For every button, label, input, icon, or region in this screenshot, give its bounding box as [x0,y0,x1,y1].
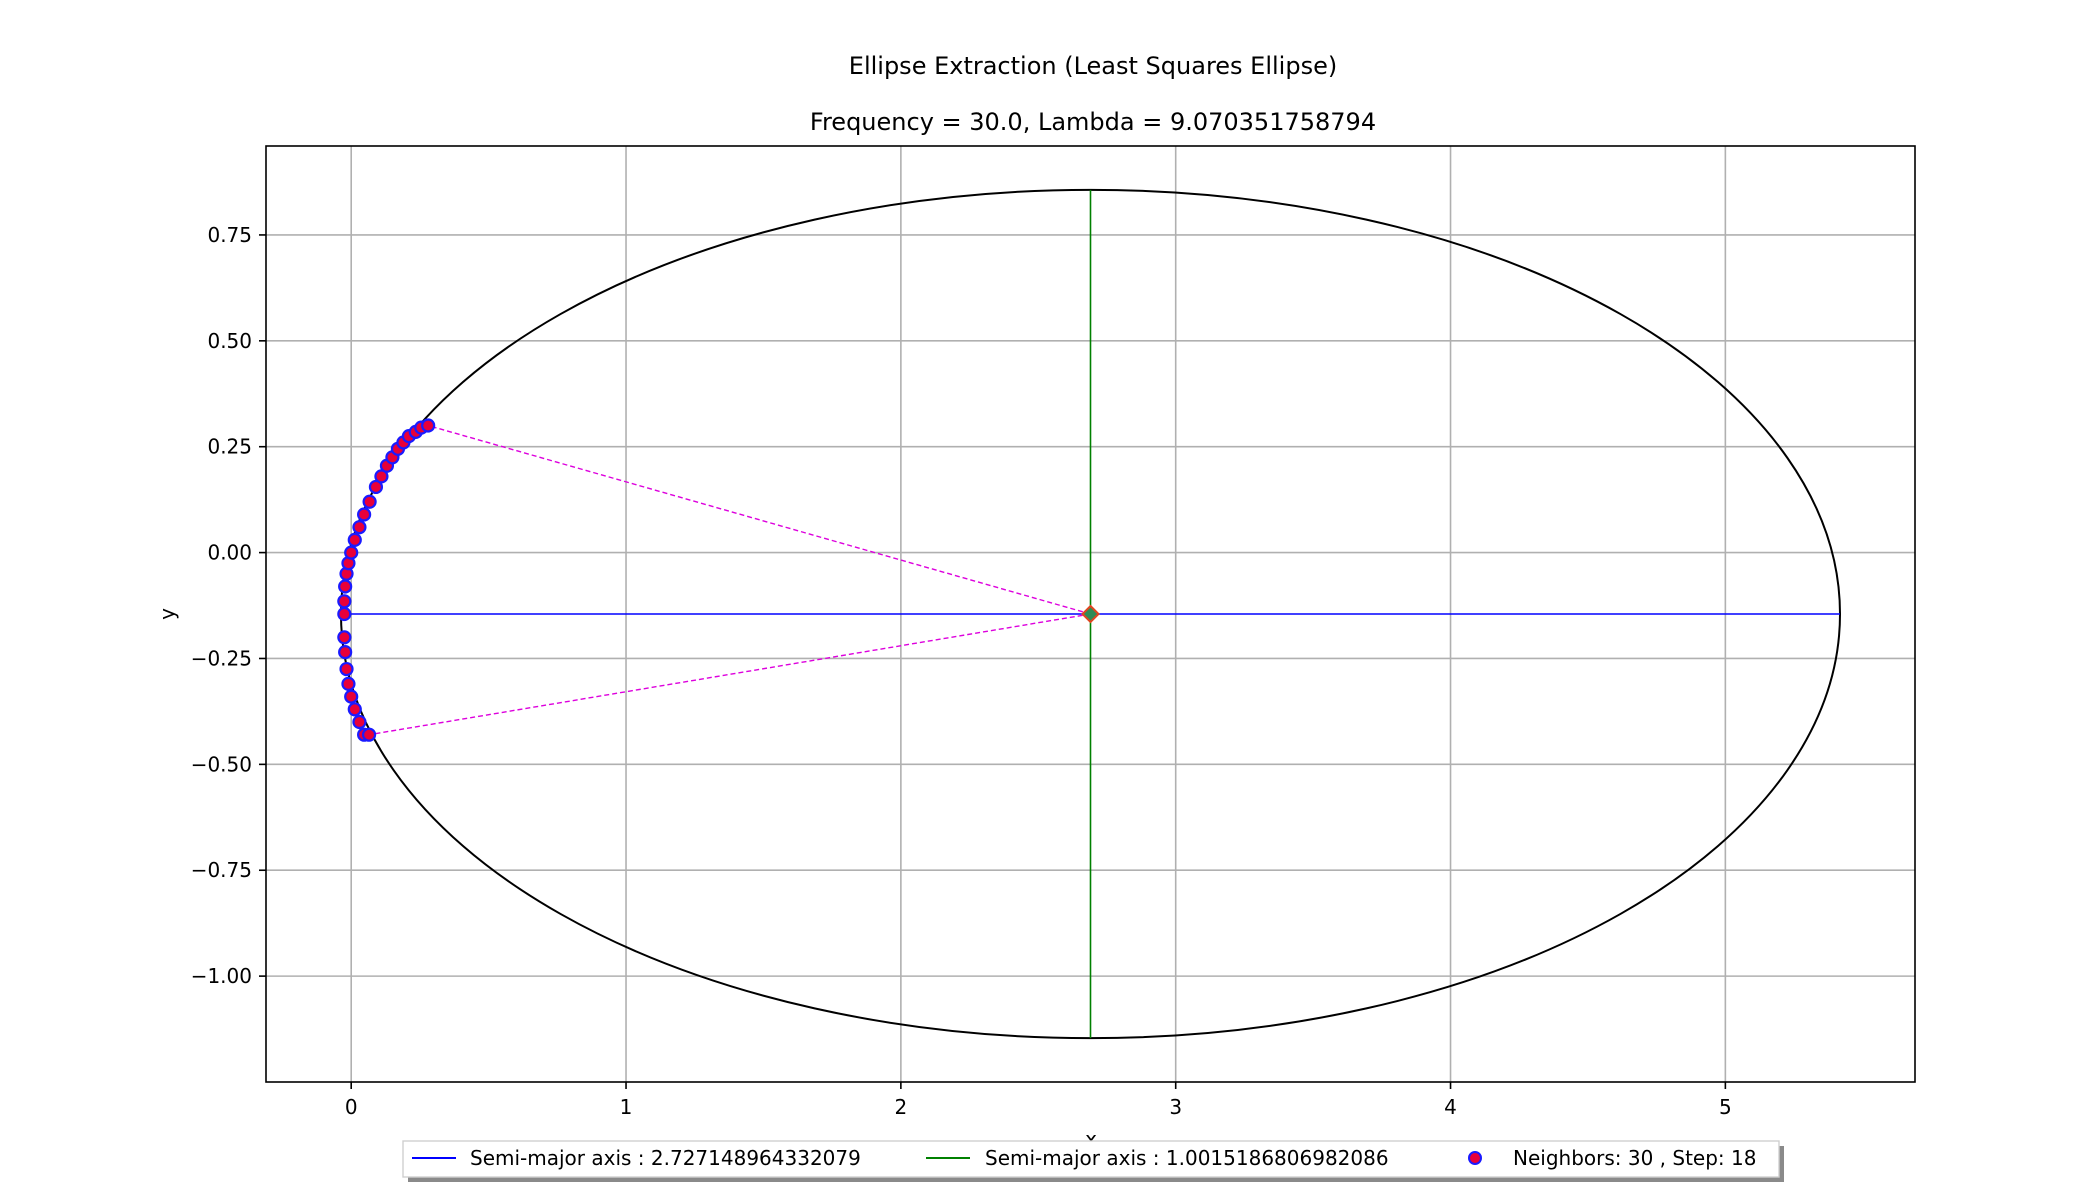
neighbor-point [362,494,377,509]
neighbor-chord-line [368,613,1091,736]
neighbor-point [337,594,352,609]
y-tick-label: 0.75 [207,223,252,247]
chart-title: Ellipse Extraction (Least Squares Ellips… [849,52,1337,80]
y-tick-label: −0.25 [191,646,252,670]
x-tick-label: 0 [345,1095,358,1119]
legend: Semi-major axis : 2.727148964332079 Semi… [402,1140,1784,1182]
neighbor-point [368,479,384,495]
x-tick-label: 3 [1169,1095,1182,1119]
plot-frame [265,145,1916,1083]
neighbor-point [338,579,353,594]
neighbor-point [344,545,359,560]
legend-label-major: Semi-major axis : 2.727148964332079 [470,1146,861,1170]
y-tick-label: 0.25 [207,435,252,459]
x-tick-label: 5 [1719,1095,1732,1119]
neighbor-point [344,689,359,704]
legend-box [402,1140,1780,1178]
neighbor-point [352,520,367,535]
neighbor-point [374,469,389,484]
plot-content [337,188,1842,1040]
y-tick-label: −1.00 [191,964,252,988]
legend-marker-neighbors [1468,1151,1482,1165]
x-tick-label: 4 [1444,1095,1457,1119]
neighbor-chord-line [427,424,1091,615]
neighbor-point [347,532,362,547]
x-tick-label: 1 [620,1095,633,1119]
neighbor-point [338,645,353,660]
neighbor-point [421,418,436,433]
y-tick-label: −0.75 [191,858,252,882]
neighbor-point [357,507,372,522]
neighbor-point [352,714,367,730]
x-tick-label: 2 [894,1095,907,1119]
legend-label-neighbors: Neighbors: 30 , Step: 18 [1513,1146,1756,1170]
y-axis-label: y [155,608,179,620]
neighbor-point [339,661,354,677]
neighbor-point [337,630,352,645]
y-tick-label: 0.00 [207,541,252,565]
chart-subtitle: Frequency = 30.0, Lambda = 9.07035175879… [810,108,1376,136]
neighbor-point [341,676,356,691]
neighbor-point [361,727,377,742]
x-axis: 0 1 2 3 4 5 [345,1082,1732,1119]
y-axis: 0.75 0.50 0.25 0.00 −0.25 −0.50 −0.75 −1.00 [191,223,266,988]
legend-label-minor: Semi-major axis : 1.0015186806982086 [985,1146,1389,1170]
neighbor-point [337,606,352,622]
y-tick-label: 0.50 [207,329,252,353]
ellipse-center-marker [1081,604,1100,624]
y-tick-label: −0.50 [191,752,252,776]
neighbor-point [347,702,362,717]
